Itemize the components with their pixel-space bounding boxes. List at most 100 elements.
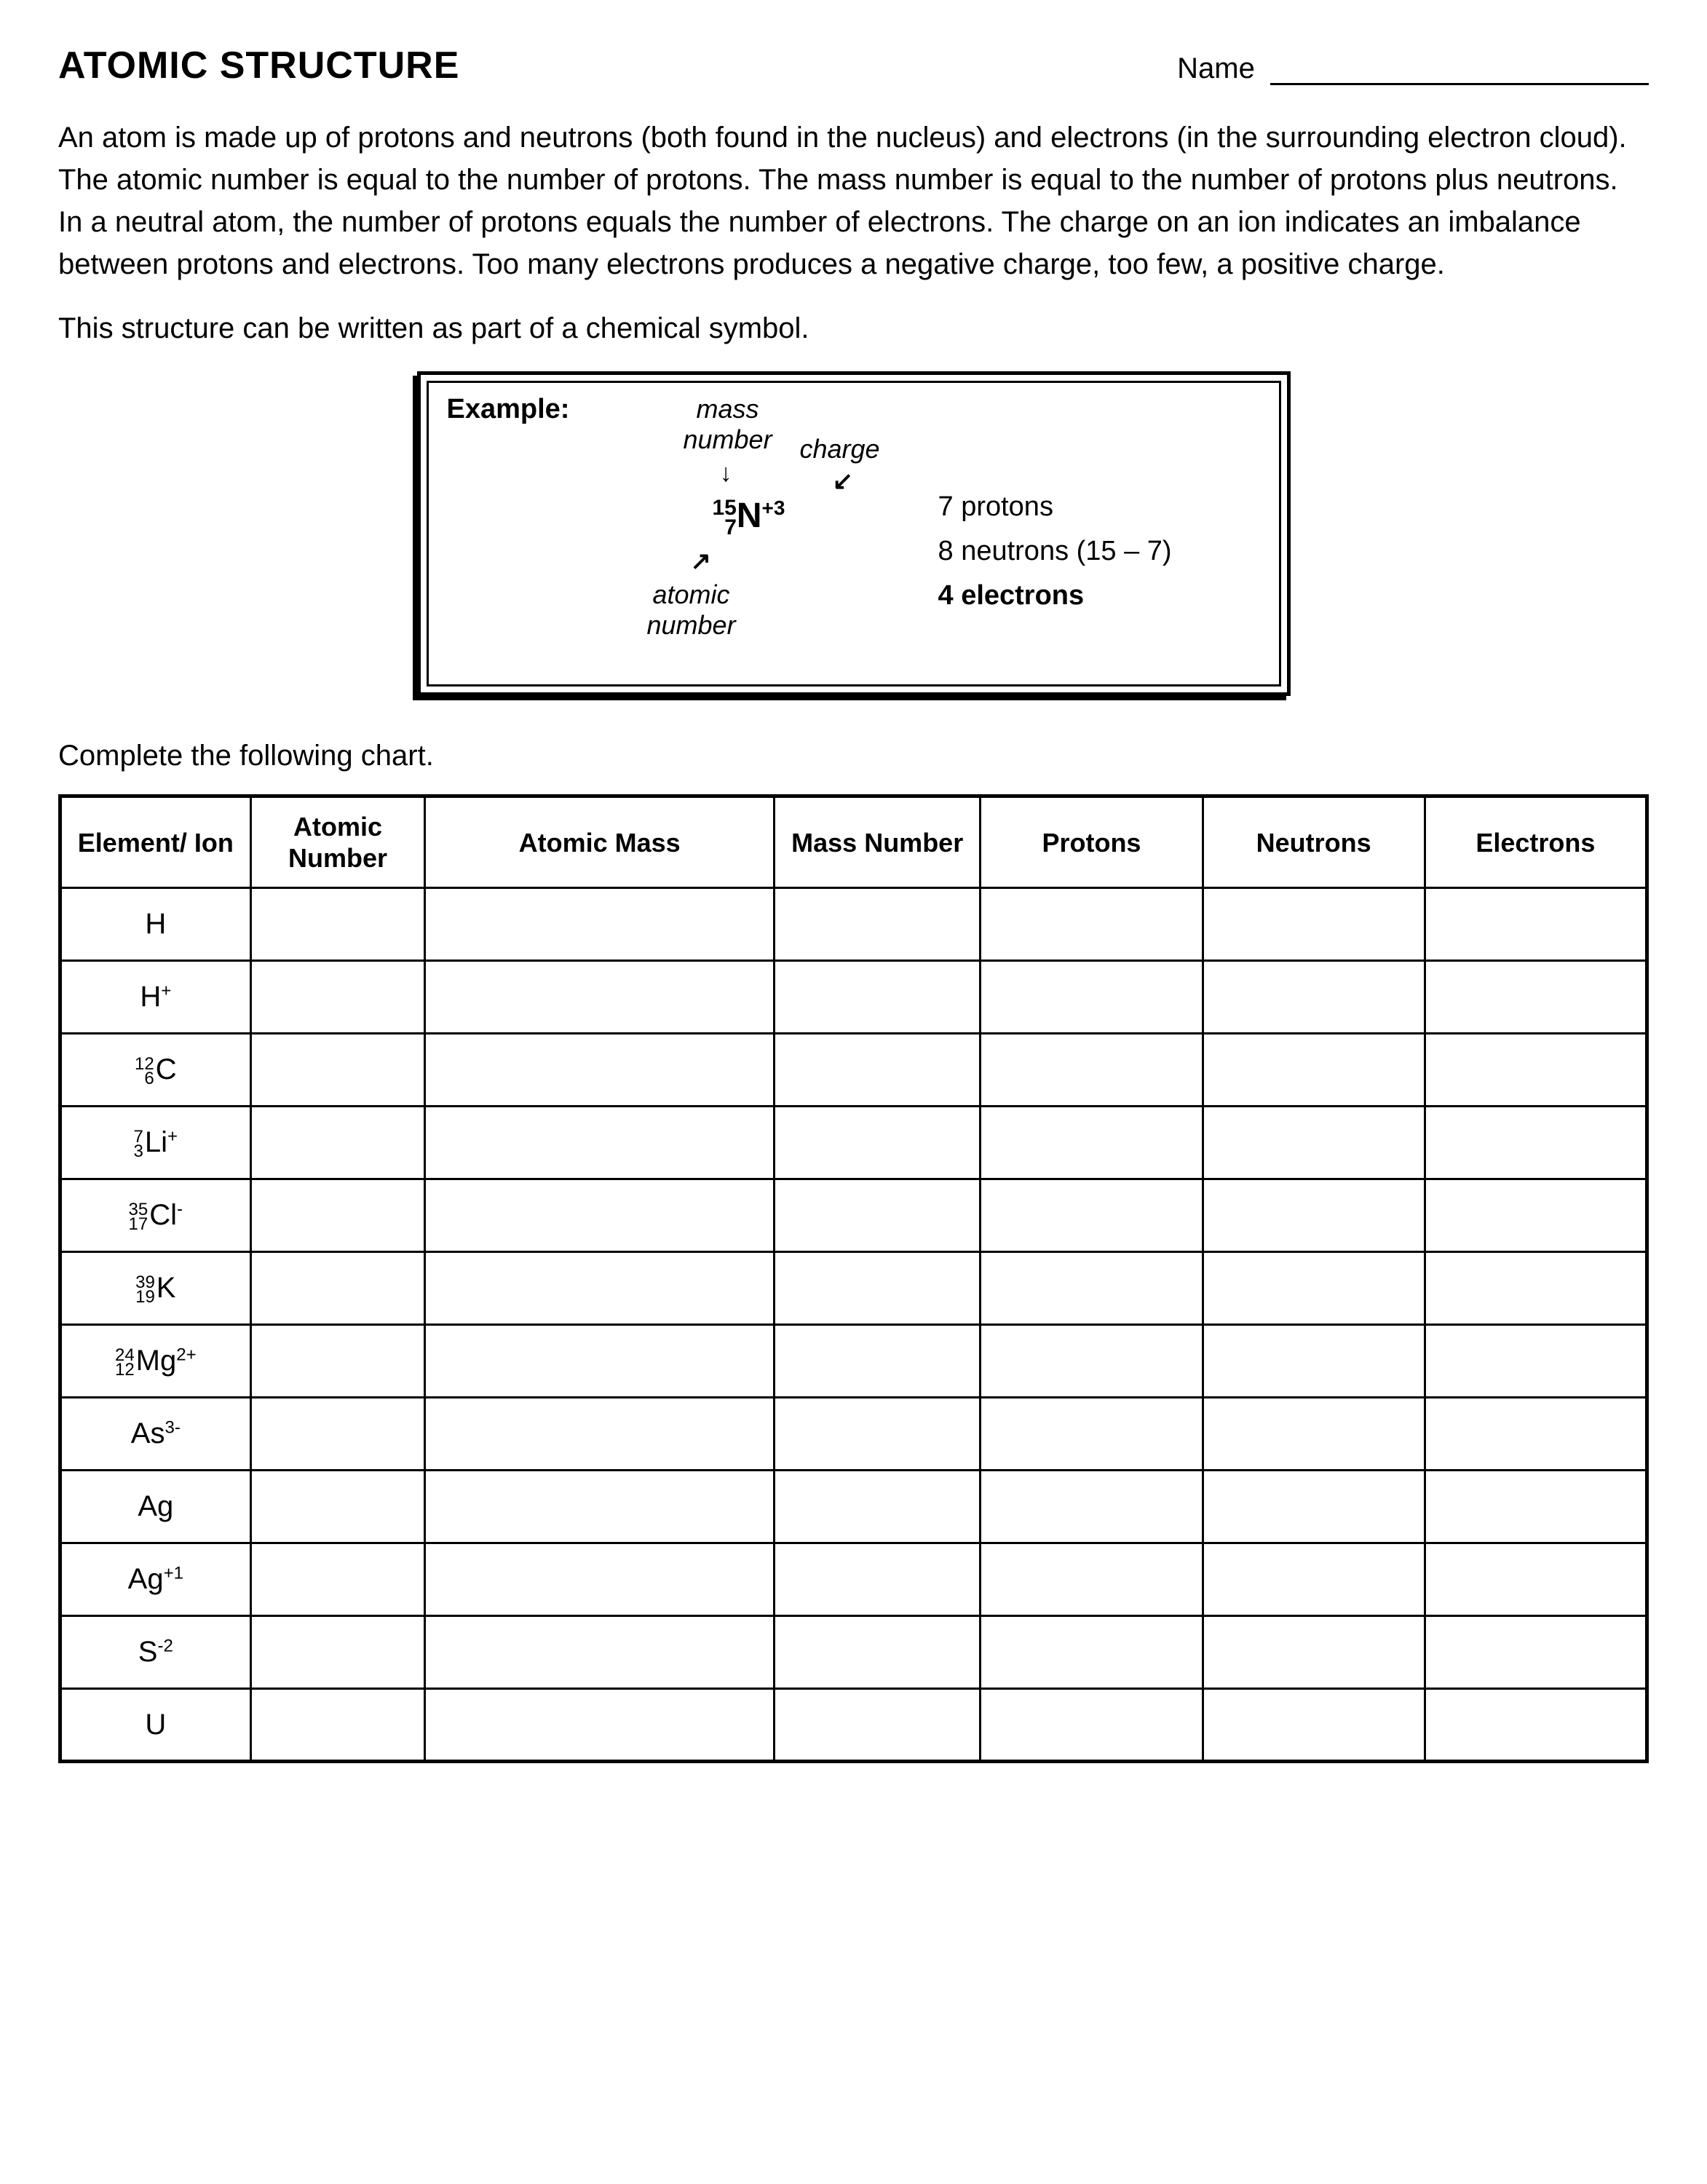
atomic-label-line2: number: [647, 610, 736, 641]
cell-blank[interactable]: [1425, 1325, 1647, 1398]
cell-blank[interactable]: [425, 961, 775, 1034]
cell-blank[interactable]: [250, 961, 425, 1034]
chemical-symbol: 15 7 N+3: [713, 496, 785, 537]
cell-blank[interactable]: [250, 1689, 425, 1762]
col-header-atomic-number: Atomic Number: [250, 796, 425, 888]
cell-blank[interactable]: [425, 1252, 775, 1325]
cell-blank[interactable]: [1425, 1034, 1647, 1107]
cell-element: U: [60, 1689, 251, 1762]
table-row: 3517Cl-: [60, 1179, 1647, 1252]
name-blank-line[interactable]: [1270, 83, 1649, 85]
cell-element: Ag: [60, 1471, 251, 1543]
cell-blank[interactable]: [250, 1107, 425, 1179]
cell-blank[interactable]: [250, 1616, 425, 1689]
cell-blank[interactable]: [1203, 961, 1425, 1034]
cell-blank[interactable]: [1425, 1616, 1647, 1689]
col-header-element: Element/ Ion: [60, 796, 251, 888]
cell-blank[interactable]: [1425, 1179, 1647, 1252]
symbol-charge: +3: [762, 496, 785, 519]
cell-blank[interactable]: [1203, 1689, 1425, 1762]
cell-element: H+: [60, 961, 251, 1034]
cell-blank[interactable]: [774, 1398, 980, 1471]
table-body: HH+126C73Li+3517Cl-3919K2412Mg2+As3-AgAg…: [60, 888, 1647, 1762]
cell-blank[interactable]: [774, 1471, 980, 1543]
cell-element: S-2: [60, 1616, 251, 1689]
fact-electrons: 4 electrons: [938, 574, 1172, 618]
cell-blank[interactable]: [250, 1543, 425, 1616]
mass-number-label: mass number: [684, 394, 772, 455]
cell-blank[interactable]: [425, 1034, 775, 1107]
cell-blank[interactable]: [250, 1252, 425, 1325]
cell-element: 126C: [60, 1034, 251, 1107]
cell-blank[interactable]: [981, 961, 1203, 1034]
cell-blank[interactable]: [774, 1252, 980, 1325]
cell-blank[interactable]: [1425, 1689, 1647, 1762]
cell-blank[interactable]: [1203, 1471, 1425, 1543]
cell-blank[interactable]: [425, 1107, 775, 1179]
cell-blank[interactable]: [1425, 1252, 1647, 1325]
cell-blank[interactable]: [1203, 888, 1425, 961]
cell-blank[interactable]: [1203, 1252, 1425, 1325]
cell-element: 2412Mg2+: [60, 1325, 251, 1398]
cell-blank[interactable]: [981, 1398, 1203, 1471]
cell-blank[interactable]: [250, 1471, 425, 1543]
cell-blank[interactable]: [425, 1689, 775, 1762]
cell-blank[interactable]: [250, 1034, 425, 1107]
cell-blank[interactable]: [981, 1689, 1203, 1762]
cell-blank[interactable]: [250, 888, 425, 961]
cell-blank[interactable]: [250, 1398, 425, 1471]
charge-label: charge: [800, 434, 880, 464]
cell-blank[interactable]: [250, 1179, 425, 1252]
cell-blank[interactable]: [774, 1034, 980, 1107]
cell-element: As3-: [60, 1398, 251, 1471]
symbol-element: N: [737, 496, 762, 535]
cell-blank[interactable]: [774, 1325, 980, 1398]
cell-blank[interactable]: [981, 1543, 1203, 1616]
cell-blank[interactable]: [1203, 1325, 1425, 1398]
cell-blank[interactable]: [981, 1252, 1203, 1325]
cell-blank[interactable]: [1425, 1107, 1647, 1179]
cell-blank[interactable]: [1203, 1543, 1425, 1616]
cell-blank[interactable]: [981, 1325, 1203, 1398]
cell-element: H: [60, 888, 251, 961]
cell-blank[interactable]: [1203, 1179, 1425, 1252]
page-title: ATOMIC STRUCTURE: [58, 44, 459, 87]
arrow-up-right-icon: ↗: [691, 547, 712, 576]
cell-blank[interactable]: [981, 1179, 1203, 1252]
cell-blank[interactable]: [425, 1398, 775, 1471]
cell-blank[interactable]: [981, 888, 1203, 961]
cell-blank[interactable]: [981, 1471, 1203, 1543]
cell-blank[interactable]: [774, 1616, 980, 1689]
cell-blank[interactable]: [774, 961, 980, 1034]
cell-blank[interactable]: [981, 1107, 1203, 1179]
cell-blank[interactable]: [1203, 1616, 1425, 1689]
cell-blank[interactable]: [1425, 1543, 1647, 1616]
cell-blank[interactable]: [774, 888, 980, 961]
cell-blank[interactable]: [981, 1616, 1203, 1689]
cell-blank[interactable]: [774, 1179, 980, 1252]
cell-element: 73Li+: [60, 1107, 251, 1179]
cell-blank[interactable]: [425, 1179, 775, 1252]
cell-blank[interactable]: [1203, 1398, 1425, 1471]
name-label: Name: [1177, 52, 1255, 84]
symbol-pre-stack: 15 7: [713, 498, 737, 537]
cell-blank[interactable]: [425, 1471, 775, 1543]
cell-blank[interactable]: [1425, 1471, 1647, 1543]
cell-blank[interactable]: [1425, 888, 1647, 961]
cell-blank[interactable]: [1203, 1107, 1425, 1179]
cell-blank[interactable]: [774, 1543, 980, 1616]
cell-blank[interactable]: [250, 1325, 425, 1398]
chart-instruction: Complete the following chart.: [58, 740, 1649, 772]
cell-blank[interactable]: [425, 1325, 775, 1398]
cell-blank[interactable]: [425, 1543, 775, 1616]
cell-blank[interactable]: [425, 888, 775, 961]
fact-neutrons: 8 neutrons (15 – 7): [938, 529, 1172, 574]
cell-blank[interactable]: [1203, 1034, 1425, 1107]
cell-blank[interactable]: [425, 1616, 775, 1689]
symbol-atomic-number: 7: [713, 518, 737, 537]
cell-blank[interactable]: [774, 1689, 980, 1762]
cell-blank[interactable]: [1425, 961, 1647, 1034]
cell-blank[interactable]: [774, 1107, 980, 1179]
cell-blank[interactable]: [1425, 1398, 1647, 1471]
cell-blank[interactable]: [981, 1034, 1203, 1107]
